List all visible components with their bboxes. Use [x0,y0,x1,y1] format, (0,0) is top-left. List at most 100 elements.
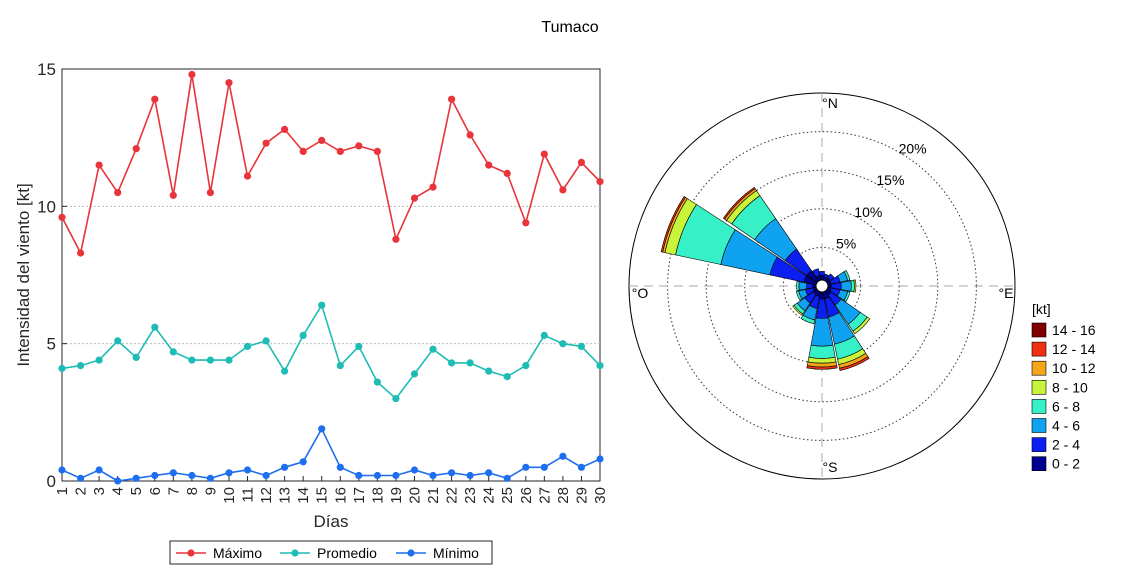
legend-label: 10 - 12 [1052,360,1096,376]
rose-segment [852,316,871,335]
data-point [410,466,419,474]
rose-axes [629,93,1015,479]
rose-sector [806,288,838,370]
rose-segment [808,344,836,359]
x-tick-label: 3 [91,487,108,495]
legend-swatch [1031,341,1047,357]
direction-label-south: °S [823,459,838,475]
rose-segment [827,273,835,281]
data-point [485,367,493,375]
rose-segment [843,291,851,302]
plot-area [61,68,601,482]
data-point [188,70,196,79]
data-point [114,189,122,197]
data-point [373,147,381,155]
data-point [503,169,511,177]
legend-swatch [1031,379,1047,395]
data-point [188,356,196,364]
data-point [77,249,85,257]
data-point [243,342,252,350]
data-point [466,131,474,139]
data-point [410,370,419,378]
legend-label: Promedio [317,545,377,561]
rose-segment [823,273,830,279]
legend-label: 2 - 4 [1052,437,1080,453]
x-tick-label: 28 [555,487,572,504]
legend-label: Mínimo [433,545,479,561]
legend-marker [407,549,415,557]
data-point [559,452,567,460]
x-tick-labels: 1 2 3 4 5 6 7 8 9 10 11 12 13 14 15 16 17 18 19 20 21 22 23 24 2… [54,487,609,504]
x-tick-label: 14 [295,487,312,504]
data-point [95,356,103,364]
data-point [151,471,159,480]
data-point [318,301,326,309]
x-tick-label: 21 [425,487,442,504]
x-tick-label: 12 [258,487,275,504]
data-point [485,161,493,169]
x-tick-label: 11 [240,487,257,503]
data-point [503,474,511,482]
rose-ring-label: 15% [876,172,904,188]
legend-marker [187,549,195,557]
x-tick-label: 25 [499,487,516,504]
data-point [243,172,252,180]
rose-sector [792,287,821,316]
rose-segment [792,304,804,316]
x-tick-label: 19 [388,487,405,504]
data-point [522,463,530,471]
x-tick-label: 9 [202,487,219,495]
legend-swatch [1031,399,1047,414]
series-line [61,303,601,400]
data-point [281,367,289,375]
data-point [114,477,122,485]
data-point [58,466,66,474]
data-point [243,466,252,474]
data-point [485,469,493,477]
x-tick-label: 7 [165,487,182,495]
legend-swatch [1031,322,1047,338]
rose-segment [818,271,826,276]
rose-segment [660,196,686,253]
legend-swatch [1031,360,1047,376]
data-point [169,469,177,477]
rose-sector [824,270,851,286]
series-promedio [58,301,604,403]
data-point [336,463,344,471]
data-point [114,337,122,345]
rose-segment [800,314,816,325]
data-point [95,466,103,474]
data-point [522,362,530,370]
x-tick-label: 1 [54,487,71,495]
data-point [540,463,548,471]
direction-label-east: °E [999,285,1014,301]
x-tick-label: 2 [73,487,90,495]
data-point [596,178,604,186]
data-point [355,471,363,480]
data-point [429,471,437,480]
data-point [132,474,140,482]
rose-center [815,279,829,293]
y-tick-labels: 0 5 10 15 [37,60,56,491]
legend-swatch [1031,418,1047,433]
data-point [466,471,474,480]
data-point [410,194,419,202]
x-tick-label: 30 [592,487,609,504]
y-tick-label: 0 [47,472,56,491]
x-tick-label: 13 [277,487,294,504]
legend-label: 14 - 16 [1052,322,1096,338]
data-point [225,356,233,364]
wind-rose-legend: [kt] 14 - 16 12 - 14 10 - 12 8 - 10 6 - 8 4 -… [1031,301,1096,472]
series-mínimo [58,425,604,485]
grid-lines [61,68,601,482]
legend-label: 6 - 8 [1052,398,1080,414]
rose-ring-labels: 5% 10% 15% 20% [836,141,927,252]
data-point [77,474,85,482]
data-point [577,342,586,350]
data-point [151,95,159,103]
rose-segment [798,281,808,291]
series-máximo [58,70,604,257]
y-tick-label: 15 [37,60,56,79]
rose-segment [843,270,851,281]
